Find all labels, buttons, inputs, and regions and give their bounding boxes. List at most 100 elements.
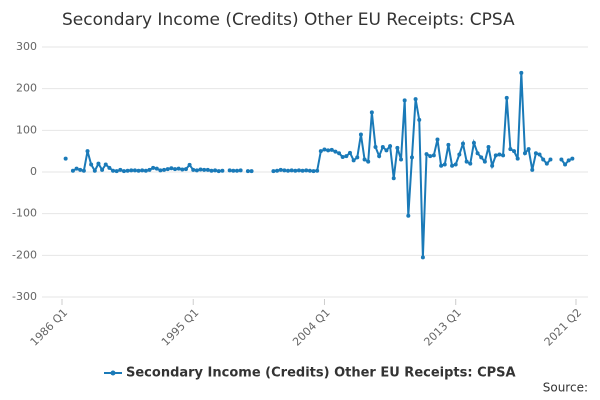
point <box>209 168 214 173</box>
point <box>78 167 83 172</box>
point <box>121 169 126 174</box>
point <box>136 168 141 173</box>
point <box>420 255 425 260</box>
point <box>151 165 156 170</box>
point <box>231 168 236 173</box>
point <box>526 147 531 152</box>
point <box>114 169 119 174</box>
point <box>464 159 469 164</box>
point <box>493 153 498 158</box>
x-tick-label: 1986 Q1 <box>28 306 71 349</box>
point <box>74 166 79 171</box>
point <box>548 157 553 162</box>
point <box>293 168 298 173</box>
point <box>245 169 250 174</box>
point <box>512 149 517 154</box>
point <box>286 168 291 173</box>
point <box>205 167 210 172</box>
point <box>333 149 338 154</box>
point <box>337 151 342 156</box>
point <box>435 137 440 142</box>
x-tick-label: 1995 Q1 <box>159 306 202 349</box>
point <box>450 163 455 168</box>
point <box>81 168 86 173</box>
point <box>482 159 487 164</box>
x-tick-label: 2021 Q2 <box>542 306 585 349</box>
point <box>413 97 418 102</box>
source: Source: <box>543 381 588 395</box>
point <box>213 168 218 173</box>
point <box>129 168 134 173</box>
point <box>304 168 309 173</box>
y-tick-label: 0 <box>30 165 37 178</box>
y-tick-label: 100 <box>16 123 37 136</box>
point <box>446 142 451 147</box>
point <box>377 154 382 159</box>
point <box>373 145 378 149</box>
point <box>198 167 203 172</box>
point <box>358 132 363 137</box>
point <box>347 150 352 155</box>
point <box>318 149 323 154</box>
point <box>457 152 462 157</box>
point <box>431 153 436 158</box>
point <box>125 168 130 173</box>
point <box>355 155 360 160</box>
point <box>187 162 192 167</box>
point <box>544 161 549 166</box>
point <box>566 158 571 163</box>
point <box>351 158 356 163</box>
point <box>391 176 396 181</box>
point <box>107 165 112 170</box>
y-tick-label: -100 <box>12 207 37 220</box>
point <box>501 153 506 158</box>
point <box>475 151 480 156</box>
y-tick-label: -200 <box>12 248 37 261</box>
point <box>530 167 535 172</box>
point <box>220 168 225 173</box>
point <box>282 168 287 173</box>
point <box>326 148 331 153</box>
point <box>300 168 305 173</box>
point <box>96 161 101 166</box>
point <box>143 168 148 173</box>
point <box>563 162 568 167</box>
point <box>311 169 316 174</box>
point <box>497 152 502 157</box>
point <box>234 168 239 173</box>
point <box>296 168 301 173</box>
point <box>340 155 345 159</box>
point <box>479 155 484 160</box>
point <box>362 157 367 162</box>
point <box>271 169 276 174</box>
point <box>140 168 145 173</box>
point <box>486 145 491 149</box>
point <box>100 167 105 172</box>
point <box>162 167 167 172</box>
point <box>541 157 546 162</box>
point <box>409 155 414 160</box>
point <box>238 168 243 173</box>
y-tick-label: 300 <box>16 40 37 53</box>
legend-label: Secondary Income (Credits) Other EU Rece… <box>126 366 516 381</box>
point <box>216 169 221 174</box>
point <box>388 144 393 149</box>
point <box>395 145 400 150</box>
point <box>227 168 232 173</box>
point <box>194 168 199 173</box>
chart-title: Secondary Income (Credits) Other EU Rece… <box>62 10 515 30</box>
point <box>369 110 374 115</box>
point <box>559 157 564 162</box>
point <box>307 168 312 173</box>
y-tick-label: 200 <box>16 82 37 95</box>
x-tick-label: 2013 Q1 <box>421 306 464 349</box>
point <box>63 156 68 161</box>
point <box>460 141 465 146</box>
point <box>329 147 334 152</box>
x-tick-label: 2004 Q1 <box>290 306 333 349</box>
point <box>103 162 108 167</box>
point <box>380 145 385 149</box>
point <box>89 162 94 167</box>
point <box>468 161 473 166</box>
